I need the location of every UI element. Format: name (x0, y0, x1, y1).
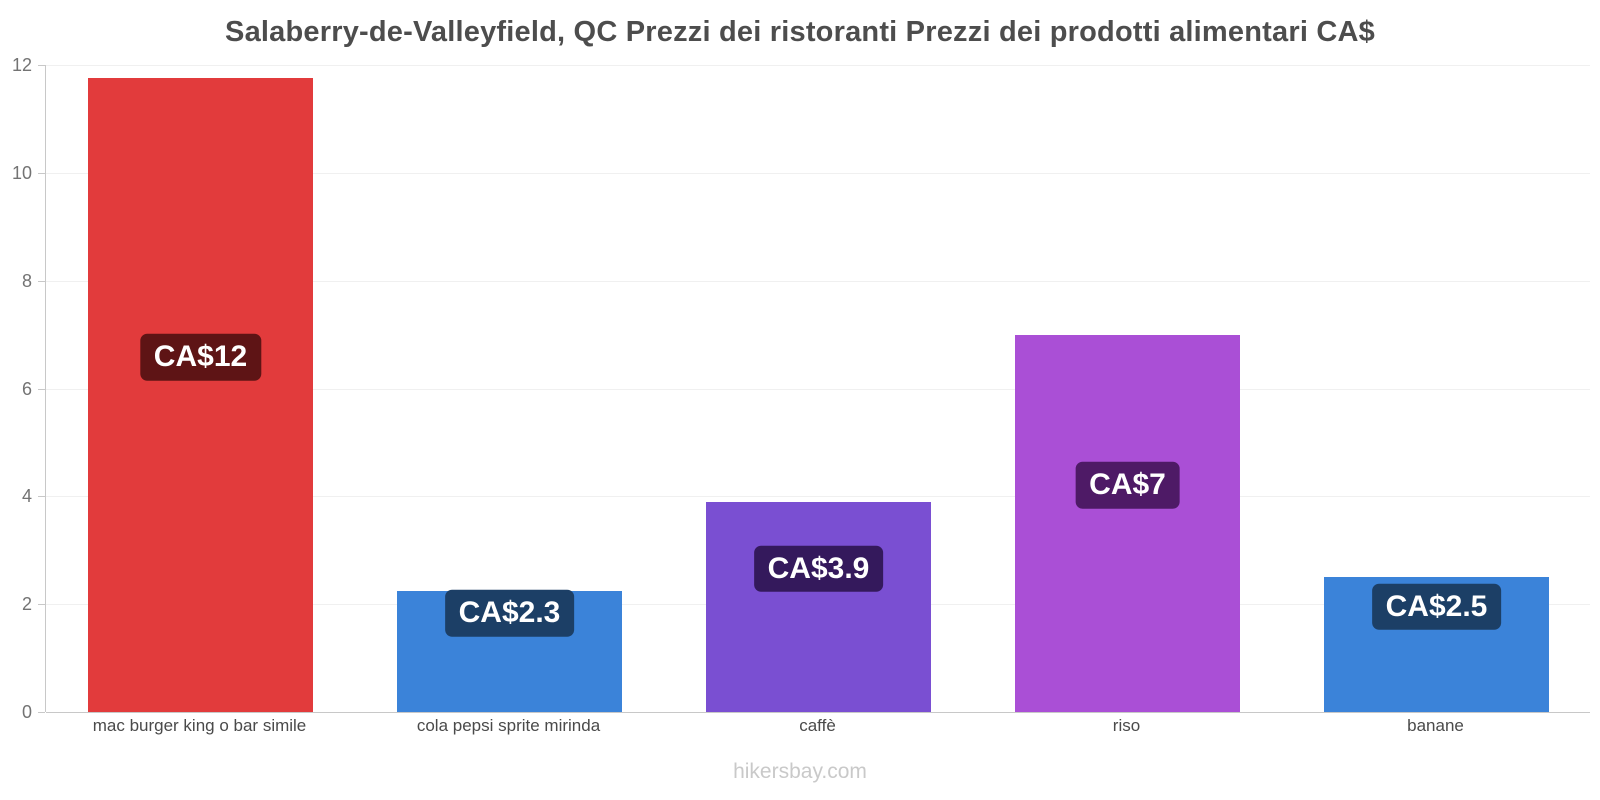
bar-5: CA$2.5 (1324, 577, 1549, 712)
gridline (46, 712, 1590, 713)
bar-4: CA$7 (1015, 334, 1240, 712)
x-axis-label: mac burger king o bar simile (92, 716, 307, 735)
bar-value-label: CA$2.3 (444, 590, 575, 637)
y-axis-label: 0 (21, 702, 32, 722)
bar-value-label: CA$2.5 (1371, 583, 1502, 630)
gridline (46, 172, 1590, 174)
y-axis-tick (38, 65, 45, 66)
y-axis-label: 8 (21, 270, 32, 291)
gridline (46, 280, 1590, 282)
plot-area: CA$12 CA$2.3 CA$3.9 CA$7 CA$2.5 (45, 65, 1590, 713)
gridline (46, 65, 1590, 66)
y-axis-label: 12 (11, 55, 32, 75)
y-axis-tick (38, 496, 45, 498)
x-axis-label: caffè (799, 716, 836, 735)
x-axis-label: riso (1112, 716, 1141, 735)
chart-title: Salaberry-de-Valleyfield, QC Prezzi dei … (225, 16, 1375, 48)
bar-value-label: CA$12 (139, 333, 262, 381)
x-axis-label: banane (1407, 716, 1464, 735)
footer-watermark: hikersbay.com (733, 760, 867, 783)
y-axis-tick (38, 172, 45, 174)
y-axis-label: 6 (21, 378, 32, 399)
gridline (46, 496, 1590, 498)
y-axis-tick (38, 712, 45, 713)
y-axis-label: 10 (11, 162, 32, 183)
bar-value-label: CA$3.9 (753, 545, 884, 593)
y-axis-tick (38, 388, 45, 390)
bar-2: CA$2.3 (397, 590, 622, 712)
bar-1: CA$12 (88, 78, 313, 712)
x-axis-label: cola pepsi sprite mirinda (416, 716, 601, 735)
bar-3: CA$3.9 (706, 501, 931, 712)
y-axis-tick (38, 604, 45, 606)
y-axis-tick (38, 280, 45, 282)
bar-value-label: CA$7 (1075, 462, 1180, 509)
y-axis-label: 4 (21, 486, 32, 507)
y-axis-label: 2 (21, 594, 32, 615)
gridline (46, 388, 1590, 390)
